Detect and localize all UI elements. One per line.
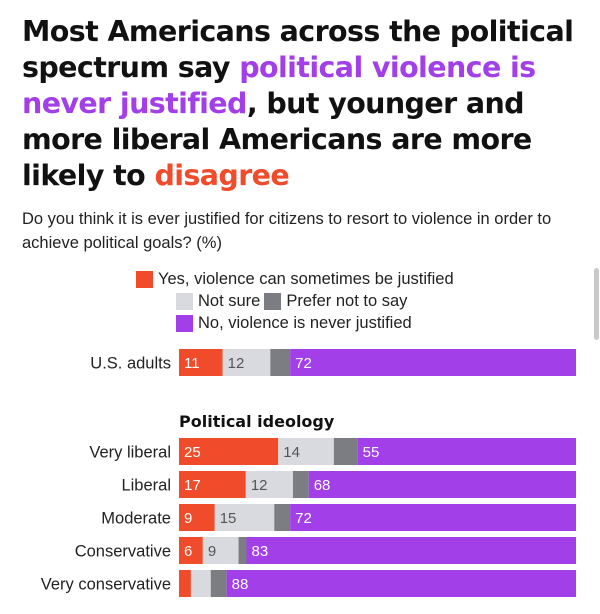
headline-part2: , but younger and more liberal Americans…: [22, 87, 532, 192]
data-label-u-s-adults-no: 72: [295, 355, 312, 372]
bar-u-s-adults-not-sure: [222, 349, 271, 376]
row-label-very-liberal: Very liberal: [89, 444, 171, 462]
data-label-liberal-yes: 17: [184, 477, 201, 494]
legend-label-prefer-not: Prefer not to say: [286, 291, 408, 310]
bar-conservative-prefer-not: [238, 537, 247, 564]
scrollbar[interactable]: [594, 268, 599, 340]
bar-very-conservative-not-sure: [190, 570, 211, 597]
bar-very-conservative-no: [226, 570, 576, 597]
bar-very-liberal-prefer-not: [333, 438, 358, 465]
data-label-liberal-no: 68: [314, 477, 331, 494]
data-label-very-liberal-no: 55: [363, 444, 380, 461]
bar-very-conservative-prefer-not: [210, 570, 227, 597]
data-label-u-s-adults-yes: 11: [184, 355, 200, 372]
bar-liberal-not-sure: [245, 471, 293, 498]
legend-label-no: No, violence is never justified: [198, 313, 412, 332]
legend-swatch-yes: [136, 270, 153, 288]
headline-highlight-disagree: disagree: [154, 159, 290, 192]
bar-liberal-yes: [179, 471, 246, 498]
data-label-very-conservative-no: 88: [232, 576, 249, 593]
data-label-u-s-adults-not-sure: 12: [228, 355, 245, 372]
bar-very-liberal-not-sure: [278, 438, 334, 465]
legend-swatch-prefer-not: [264, 292, 282, 310]
data-label-conservative-yes: 6: [184, 543, 192, 560]
bar-u-s-adults-prefer-not: [270, 349, 291, 376]
data-label-moderate-no: 72: [295, 510, 312, 527]
data-label-liberal-not-sure: 12: [251, 477, 268, 494]
legend-swatch-no: [176, 314, 193, 332]
legend-item-not-sure: Not sure Prefer not to say: [176, 291, 407, 311]
row-label-conservative: Conservative: [75, 543, 171, 561]
bar-liberal-no: [308, 471, 576, 498]
bar-moderate-not-sure: [214, 504, 275, 531]
data-label-conservative-not-sure: 9: [208, 543, 216, 560]
legend-item-yes: Yes, violence can sometimes be justified: [136, 269, 454, 289]
data-label-conservative-no: 83: [251, 543, 268, 560]
row-label-liberal: Liberal: [121, 477, 171, 495]
legend-swatch-not-sure: [176, 292, 193, 310]
bar-very-liberal-yes: [179, 438, 279, 465]
legend-label-not-sure: Not sure: [198, 291, 261, 310]
bar-very-liberal-no: [357, 438, 576, 465]
data-label-very-liberal-not-sure: 14: [283, 444, 300, 461]
bar-moderate-yes: [179, 504, 215, 531]
legend-item-no: No, violence is never justified: [176, 313, 412, 333]
data-label-moderate-yes: 9: [184, 510, 192, 527]
headline: Most Americans across the political spec…: [22, 14, 592, 194]
bar-moderate-no: [290, 504, 576, 531]
headline-part1: Most Americans across the political spec…: [22, 15, 574, 84]
group-title-political-ideology: Political ideology: [179, 412, 335, 431]
bar-very-conservative-yes: [179, 570, 191, 597]
bar-liberal-prefer-not: [292, 471, 309, 498]
data-label-moderate-not-sure: 15: [220, 510, 237, 527]
bar-conservative-yes: [179, 537, 203, 564]
legend-label-yes: Yes, violence can sometimes be justified: [158, 269, 454, 288]
headline-highlight-never-justified: political violence is never justified: [22, 51, 536, 120]
row-label-u-s-adults: U.S. adults: [90, 355, 171, 373]
bar-conservative-no: [246, 537, 577, 564]
bar-u-s-adults-no: [290, 349, 576, 376]
data-label-very-liberal-yes: 25: [184, 444, 201, 461]
bar-moderate-prefer-not: [274, 504, 291, 531]
row-label-moderate: Moderate: [101, 510, 171, 528]
bar-u-s-adults-yes: [179, 349, 223, 376]
row-label-very-conservative: Very conservative: [41, 576, 171, 594]
chart-subtitle: Do you think it is ever justified for ci…: [22, 210, 552, 252]
bar-conservative-not-sure: [202, 537, 239, 564]
